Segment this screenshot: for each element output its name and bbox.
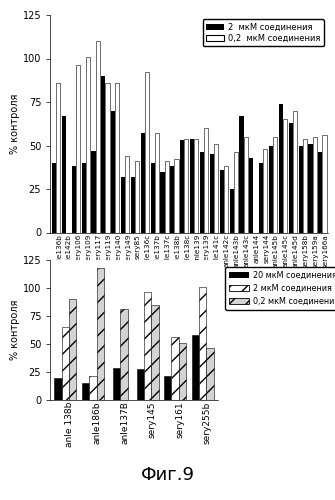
Bar <box>249 158 253 232</box>
Bar <box>72 166 76 232</box>
Bar <box>62 327 69 400</box>
Bar <box>210 154 214 232</box>
Bar <box>89 376 96 400</box>
Bar <box>190 138 194 232</box>
Bar <box>192 335 199 400</box>
Bar <box>95 41 100 232</box>
Bar <box>155 134 159 232</box>
Bar <box>125 156 129 232</box>
Bar <box>141 134 145 232</box>
Bar <box>137 368 144 400</box>
Bar <box>96 268 104 400</box>
Bar <box>151 305 159 400</box>
Bar <box>283 120 287 232</box>
Bar <box>131 177 135 233</box>
Bar <box>113 368 120 400</box>
Bar <box>240 116 244 232</box>
Bar <box>172 338 179 400</box>
Bar <box>269 146 273 233</box>
Bar <box>144 292 151 400</box>
Bar <box>194 138 198 232</box>
Bar <box>224 166 228 232</box>
Bar <box>298 146 303 233</box>
Bar <box>179 343 186 400</box>
Bar <box>52 163 56 232</box>
Bar <box>175 160 179 232</box>
Bar <box>170 166 175 232</box>
Bar <box>289 123 293 232</box>
Bar <box>233 152 238 232</box>
Bar <box>164 376 172 400</box>
Bar <box>106 83 110 233</box>
Bar <box>303 138 307 232</box>
Bar <box>184 138 189 232</box>
Bar <box>121 177 125 233</box>
Bar <box>279 104 283 232</box>
Bar <box>199 287 206 400</box>
Legend: 2  мкМ соединения, 0,2  мкМ соединения: 2 мкМ соединения, 0,2 мкМ соединения <box>203 19 324 46</box>
Bar <box>111 110 115 232</box>
Bar <box>82 163 86 232</box>
Bar <box>145 72 149 233</box>
Bar <box>62 116 66 232</box>
Bar <box>180 140 184 232</box>
Bar <box>76 66 80 232</box>
Bar <box>56 83 60 233</box>
Bar <box>313 137 317 232</box>
Bar <box>273 137 277 232</box>
Bar <box>214 144 218 233</box>
Bar <box>318 152 322 232</box>
Bar <box>206 348 214 400</box>
Bar <box>120 310 128 400</box>
Bar <box>151 163 155 232</box>
Bar <box>244 137 248 232</box>
Bar <box>69 299 76 400</box>
Bar <box>82 383 89 400</box>
Text: Фиг.9: Фиг.9 <box>140 466 195 484</box>
Bar <box>200 152 204 232</box>
Bar <box>263 149 267 232</box>
Bar <box>204 128 208 232</box>
Bar <box>293 110 297 232</box>
Bar <box>229 189 233 232</box>
Bar <box>54 378 62 400</box>
Legend: 20 мкМ соединения, 2 мкМ соединения, 0,2 мкМ соединения: 20 мкМ соединения, 2 мкМ соединения, 0,2… <box>225 266 335 310</box>
Y-axis label: % контроля: % контроля <box>10 94 20 154</box>
Bar <box>259 163 263 232</box>
Bar <box>91 150 95 232</box>
Bar <box>115 83 120 233</box>
Bar <box>309 144 313 233</box>
Y-axis label: % контроля: % контроля <box>10 300 20 360</box>
Bar <box>220 170 224 232</box>
Bar <box>160 172 164 232</box>
Bar <box>135 161 139 232</box>
Bar <box>322 135 327 232</box>
Bar <box>86 57 90 233</box>
Bar <box>164 161 169 232</box>
Bar <box>101 76 106 233</box>
